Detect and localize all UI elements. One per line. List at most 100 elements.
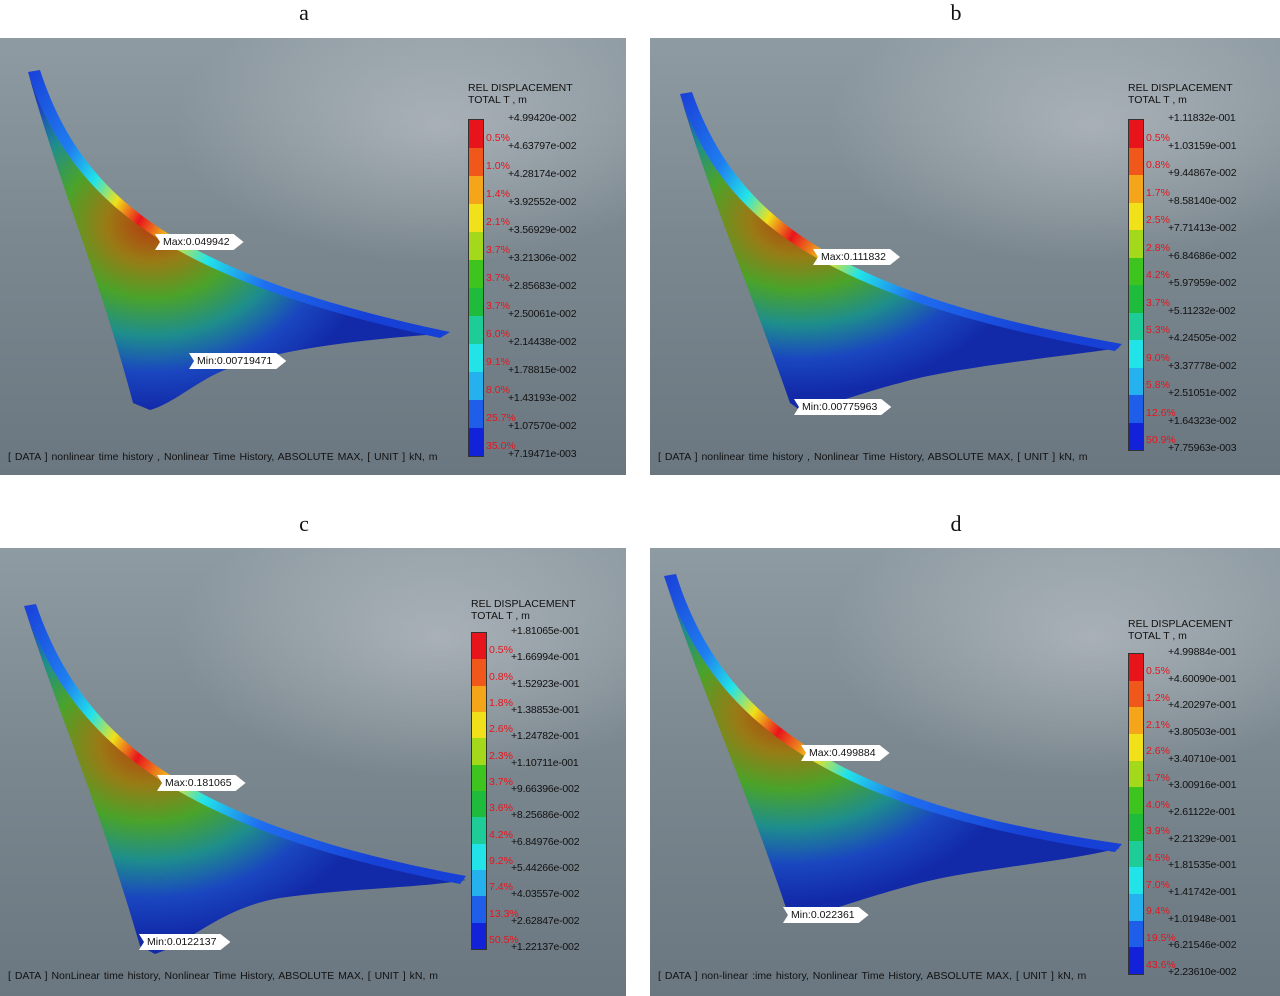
legend-value-label: +1.24782e-001 xyxy=(511,730,580,743)
legend-percent-label: 9.4% xyxy=(1146,905,1170,918)
legend-percent-label: 50.9% xyxy=(1146,434,1176,447)
legend-value-label: +5.11232e-002 xyxy=(1168,304,1236,317)
legend-value-label: +6.84976e-002 xyxy=(511,835,580,848)
legend-value-label: +6.21546e-002 xyxy=(1168,939,1237,952)
legend-color-band xyxy=(472,764,486,791)
dam-contour-model xyxy=(664,574,1122,920)
legend-percent-label: 9.0% xyxy=(1146,351,1170,364)
legend-percent-label: 5.3% xyxy=(1146,324,1170,337)
legend-color-band xyxy=(1129,367,1143,395)
legend-percent-label: 2.1% xyxy=(1146,718,1170,731)
legend-value-label: +3.21306e-002 xyxy=(508,252,577,264)
legend-value-label: +4.20297e-001 xyxy=(1168,699,1237,712)
legend-percent-label: 2.1% xyxy=(486,216,510,228)
legend-value-label: +2.85683e-002 xyxy=(508,280,577,292)
color-legend: REL DISPLACEMENT TOTAL T , m xyxy=(1128,618,1233,642)
legend-value-label: +1.03159e-001 xyxy=(1168,139,1237,152)
legend-percent-label: 9.1% xyxy=(486,356,510,368)
legend-value-label: +9.44867e-002 xyxy=(1168,167,1237,179)
legend-value-label: +1.78815e-002 xyxy=(508,364,577,376)
viewport-b[interactable]: Max:0.111832 Min:0.00775963 REL DISPLACE… xyxy=(650,38,1280,475)
legend-color-bar xyxy=(468,119,484,457)
max-marker: Max:0.181065 xyxy=(157,775,246,791)
legend-percent-label: 3.7% xyxy=(486,244,510,256)
legend-color-band xyxy=(472,711,486,739)
legend-color-band xyxy=(1129,257,1143,285)
legend-value-label: +2.23610e-002 xyxy=(1168,966,1237,978)
legend-value-label: +3.92552e-002 xyxy=(508,196,577,208)
legend-value-label: +1.81065e-001 xyxy=(511,625,580,637)
legend-value-label: +5.44266e-002 xyxy=(511,862,580,874)
legend-percent-label: 4.2% xyxy=(489,828,513,841)
legend-value-label: +4.60090e-001 xyxy=(1168,672,1237,685)
legend-value-label: +2.51051e-002 xyxy=(1168,387,1237,399)
legend-color-band xyxy=(1129,813,1143,841)
legend-value-label: +1.52923e-001 xyxy=(511,677,580,690)
legend-value-label: +6.84686e-002 xyxy=(1168,249,1237,262)
legend-color-band xyxy=(469,344,483,372)
legend-color-band xyxy=(1129,285,1143,313)
legend-color-band xyxy=(472,843,486,870)
min-marker: Min:0.00775963 xyxy=(794,399,891,415)
legend-color-band xyxy=(472,659,486,686)
viewport-d[interactable]: Max:0.499884 Min:0.022361 REL DISPLACEME… xyxy=(650,548,1280,996)
legend-value-label: +8.25686e-002 xyxy=(511,809,580,822)
legend-color-band xyxy=(1129,733,1143,761)
legend-percent-label: 35.0% xyxy=(486,440,516,452)
footer-info: [ DATA ] NonLinear time history, Nonline… xyxy=(8,970,439,982)
legend-percent-label: 3.6% xyxy=(489,802,513,815)
legend-percent-label: 3.7% xyxy=(486,300,510,312)
legend-percent-label: 1.8% xyxy=(489,696,513,709)
legend-color-band xyxy=(1129,787,1143,814)
legend-color-band xyxy=(1129,230,1143,258)
legend-percent-label: 2.5% xyxy=(1146,214,1170,227)
min-marker: Min:0.022361 xyxy=(783,907,869,923)
legend-value-label: +2.14438e-002 xyxy=(508,336,577,348)
legend-percent-label: 3.9% xyxy=(1146,825,1170,838)
max-marker: Max:0.499884 xyxy=(801,745,890,761)
legend-percent-label: 50.5% xyxy=(489,933,519,946)
viewport-c[interactable]: Max:0.181065 Min:0.0122137 REL DISPLACEM… xyxy=(0,548,626,996)
viewport-a[interactable]: Max:0.049942 Min:0.00719471 REL DISPLACE… xyxy=(0,38,626,475)
legend-color-band xyxy=(472,790,486,818)
legend-percent-label: 1.7% xyxy=(1146,772,1170,784)
legend-color-band xyxy=(1129,920,1143,948)
legend-color-band xyxy=(1129,654,1143,681)
legend-color-band xyxy=(472,633,486,660)
legend-value-label: +1.43193e-002 xyxy=(508,392,577,404)
legend-value-label: +1.38853e-001 xyxy=(511,704,580,716)
legend-value-label: +1.10711e-001 xyxy=(511,756,579,769)
legend-color-band xyxy=(1129,120,1143,148)
legend-value-label: +7.71413e-002 xyxy=(1168,222,1237,234)
legend-percent-label: 2.6% xyxy=(1146,745,1170,758)
legend-subtitle: TOTAL T , m xyxy=(471,610,530,622)
legend-percent-label: 19.5% xyxy=(1146,932,1176,944)
legend-value-label: +7.75963e-003 xyxy=(1168,442,1237,454)
legend-percent-label: 0.5% xyxy=(1146,665,1170,678)
legend-color-band xyxy=(1129,680,1143,708)
legend-value-label: +1.66994e-001 xyxy=(511,651,580,664)
legend-value-label: +2.21329e-001 xyxy=(1168,832,1237,845)
legend-value-label: +2.50061e-002 xyxy=(508,308,577,320)
legend-value-label: +2.61122e-001 xyxy=(1168,806,1236,818)
legend-color-band xyxy=(469,400,483,428)
legend-value-label: +4.63797e-002 xyxy=(508,140,577,152)
legend-color-bar xyxy=(1128,653,1144,975)
legend-value-label: +1.11832e-001 xyxy=(1168,112,1236,124)
legend-value-label: +4.03557e-002 xyxy=(511,888,580,901)
legend-color-band xyxy=(469,372,483,400)
footer-info: [ DATA ] nonlinear time history , Nonlin… xyxy=(658,451,1088,463)
panel-letter-a: a xyxy=(299,0,309,25)
legend-value-label: +5.97959e-002 xyxy=(1168,277,1237,289)
panel-letter-b: b xyxy=(950,0,962,25)
legend-percent-label: 7.0% xyxy=(1146,878,1170,891)
legend-title: REL DISPLACEMENT xyxy=(471,598,576,610)
legend-percent-label: 1.4% xyxy=(486,188,510,200)
legend-value-label: +4.24505e-002 xyxy=(1168,332,1237,344)
legend-color-band xyxy=(1129,760,1143,788)
legend-value-label: +1.64323e-002 xyxy=(1168,414,1237,427)
legend-value-label: +9.66396e-002 xyxy=(511,783,580,795)
legend-color-band xyxy=(472,685,486,712)
legend-percent-label: 6.0% xyxy=(486,328,510,340)
min-marker: Min:0.00719471 xyxy=(189,353,286,369)
